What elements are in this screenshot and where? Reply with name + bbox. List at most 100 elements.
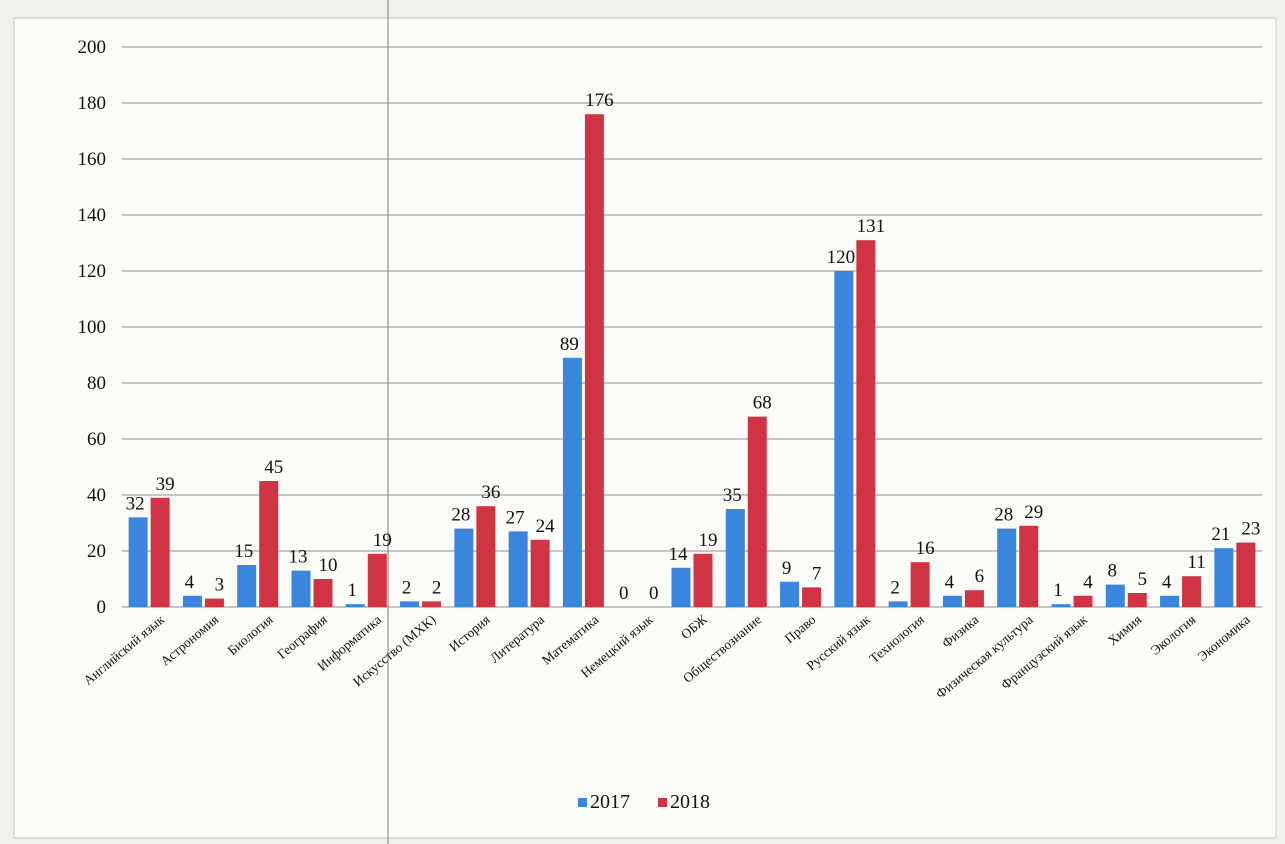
bar-2017: [237, 565, 257, 607]
y-tick-label: 140: [78, 205, 107, 226]
data-label-2017: 89: [560, 334, 579, 355]
data-label-2017: 4: [1162, 572, 1172, 593]
data-label-2017: 21: [1211, 524, 1230, 545]
legend: 2017 2018: [578, 791, 710, 813]
bar-2018: [802, 587, 822, 607]
bar-2017: [400, 601, 420, 607]
y-tick-label: 60: [87, 429, 106, 450]
data-label-2018: 7: [812, 563, 822, 584]
bar-2017: [671, 567, 691, 607]
grid-lines: [122, 46, 1262, 608]
bar-2017: [780, 581, 800, 607]
data-label-2018: 3: [215, 575, 225, 596]
bar-2018: [259, 481, 279, 607]
bar-2018: [1073, 595, 1093, 607]
bar-2018: [476, 506, 496, 607]
bar-2017: [182, 595, 202, 607]
bar-2018: [204, 598, 224, 607]
bar-2017: [725, 509, 745, 607]
chart-frame: [13, 17, 1277, 839]
data-label-2017: 14: [669, 544, 689, 565]
data-label-2018: 131: [857, 216, 886, 237]
data-label-2017: 1: [1053, 580, 1063, 601]
y-axis-ticks: 0 20 40 60 80 100 120 140 160 180 200: [78, 37, 107, 618]
bar-2018: [1127, 593, 1147, 607]
data-label-2017: 2: [402, 577, 412, 598]
bar-2018: [150, 497, 170, 607]
data-label-2018: 19: [373, 530, 392, 551]
y-tick-label: 200: [78, 37, 107, 58]
data-label-2018: 23: [1241, 519, 1260, 540]
data-label-2018: 4: [1083, 572, 1093, 593]
bar-2017: [562, 357, 582, 607]
bar-2018: [530, 539, 550, 607]
data-label-2018: 36: [481, 482, 500, 503]
data-label-2017: 4: [185, 572, 195, 593]
data-label-2018: 19: [699, 530, 718, 551]
bar-2017: [834, 271, 854, 607]
data-label-2017: 15: [234, 541, 253, 562]
data-label-2018: 10: [319, 555, 338, 576]
data-label-2018: 68: [753, 393, 772, 414]
bar-2018: [584, 114, 604, 607]
data-label-2018: 6: [975, 566, 985, 587]
y-tick-label: 0: [97, 597, 107, 618]
bar-2018: [422, 601, 442, 607]
data-label-2017: 28: [451, 505, 470, 526]
data-label-2017: 2: [890, 577, 900, 598]
bar-2017: [345, 604, 365, 607]
bar-2017: [128, 517, 148, 607]
y-tick-label: 40: [87, 485, 106, 506]
data-label-2017: 13: [289, 547, 308, 568]
bar-2018: [1236, 542, 1256, 607]
data-label-2018: 0: [649, 583, 659, 604]
bar-2018: [313, 579, 333, 607]
data-label-2017: 35: [723, 485, 742, 506]
y-tick-label: 20: [87, 541, 106, 562]
bar-2017: [508, 531, 528, 607]
data-label-2017: 4: [945, 572, 955, 593]
data-label-2018: 176: [585, 90, 614, 111]
bar-2018: [747, 416, 767, 607]
legend-swatch-2018: [658, 798, 667, 807]
data-label-2017: 9: [782, 558, 792, 579]
bar-2018: [1182, 576, 1202, 607]
bar-2017: [942, 595, 962, 607]
data-label-2018: 11: [1187, 552, 1205, 573]
data-label-2018: 5: [1138, 569, 1148, 590]
bar-2018: [367, 553, 387, 607]
data-label-2017: 27: [506, 507, 525, 528]
y-tick-label: 120: [78, 261, 107, 282]
bar-2017: [1160, 595, 1180, 607]
y-tick-label: 160: [78, 149, 107, 170]
data-label-2017: 28: [994, 505, 1013, 526]
data-label-2018: 39: [156, 474, 175, 495]
legend-swatch-2017: [578, 798, 587, 807]
data-label-2018: 24: [536, 516, 556, 537]
bar-2017: [997, 528, 1017, 607]
bar-2017: [1105, 584, 1125, 607]
bar-2018: [693, 553, 713, 607]
legend-label-2018: 2018: [670, 791, 710, 813]
bar-2018: [910, 562, 930, 607]
y-tick-label: 80: [87, 373, 106, 394]
data-label-2017: 120: [827, 247, 856, 268]
bar-2018: [856, 240, 876, 607]
bar-2018: [1019, 525, 1039, 607]
y-tick-label: 100: [78, 317, 107, 338]
y-tick-label: 180: [78, 93, 107, 114]
bar-2018: [964, 590, 984, 607]
bars: [128, 114, 1256, 607]
legend-label-2017: 2017: [590, 791, 630, 813]
data-label-2017: 1: [348, 580, 358, 601]
data-label-2018: 16: [916, 538, 935, 559]
data-label-2018: 29: [1024, 502, 1043, 523]
bar-2017: [1051, 604, 1071, 607]
data-label-2018: 2: [432, 577, 442, 598]
data-label-2018: 45: [264, 457, 283, 478]
data-label-2017: 0: [619, 583, 629, 604]
bar-2017: [291, 570, 311, 607]
